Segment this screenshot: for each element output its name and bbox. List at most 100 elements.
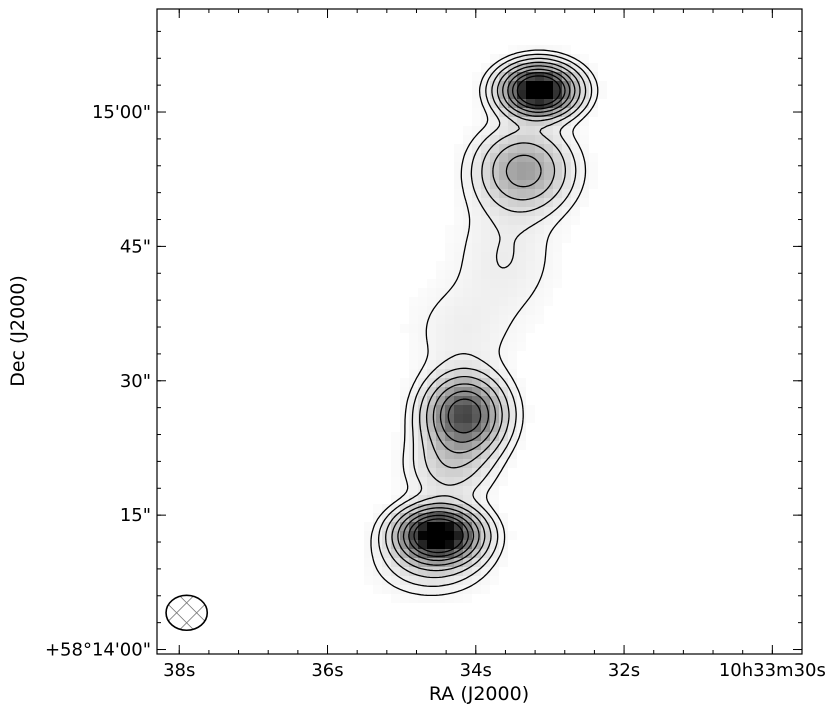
image-pixel [499, 252, 508, 261]
image-pixel [499, 216, 508, 225]
image-pixel [517, 225, 526, 234]
image-pixel [526, 297, 535, 306]
image-pixel [472, 144, 481, 153]
image-pixel [508, 405, 517, 414]
plot-frame [156, 8, 803, 655]
image-pixel [517, 54, 526, 63]
image-pixel [526, 207, 535, 216]
image-pixel [562, 234, 571, 243]
image-pixel [463, 594, 472, 603]
image-pixel [508, 369, 517, 378]
image-pixel [544, 171, 553, 180]
image-pixel [517, 378, 526, 387]
image-pixel [472, 72, 481, 81]
image-pixel [544, 243, 553, 252]
image-pixel [382, 549, 391, 558]
image-pixel [535, 207, 544, 216]
image-pixel [481, 198, 490, 207]
image-pixel [436, 531, 445, 540]
image-pixel [445, 450, 454, 459]
image-pixel [454, 216, 463, 225]
image-pixel [562, 45, 571, 54]
image-pixel [508, 396, 517, 405]
image-pixel [571, 153, 580, 162]
image-pixel [391, 540, 400, 549]
image-pixel [499, 99, 508, 108]
image-pixel [472, 99, 481, 108]
image-pixel [589, 63, 598, 72]
image-pixel [526, 279, 535, 288]
image-pixel [490, 495, 499, 504]
image-pixel [508, 297, 517, 306]
image-pixel [391, 486, 400, 495]
image-pixel [526, 153, 535, 162]
image-pixel [562, 207, 571, 216]
image-pixel [463, 450, 472, 459]
x-tick-label: 10h33m30s [719, 660, 826, 681]
image-pixel [409, 297, 418, 306]
image-pixel [472, 387, 481, 396]
image-pixel [418, 585, 427, 594]
image-pixel [526, 144, 535, 153]
image-pixel [562, 144, 571, 153]
image-pixel [391, 495, 400, 504]
image-pixel [436, 486, 445, 495]
image-pixel [517, 234, 526, 243]
image-pixel [481, 450, 490, 459]
image-pixel [526, 117, 535, 126]
image-pixel [490, 558, 499, 567]
image-pixel [445, 576, 454, 585]
image-pixel [454, 486, 463, 495]
image-pixel [463, 153, 472, 162]
image-pixel [535, 63, 544, 72]
image-pixel [436, 567, 445, 576]
image-pixel [400, 486, 409, 495]
image-pixel [481, 522, 490, 531]
image-pixel [490, 504, 499, 513]
image-pixel [463, 351, 472, 360]
image-pixel [436, 468, 445, 477]
image-pixel [463, 432, 472, 441]
image-pixel [472, 378, 481, 387]
image-pixel [508, 279, 517, 288]
image-pixel [382, 567, 391, 576]
image-pixel [490, 198, 499, 207]
image-pixel [562, 81, 571, 90]
image-pixel [472, 531, 481, 540]
image-pixel [562, 153, 571, 162]
image-pixel [436, 504, 445, 513]
image-pixel [409, 351, 418, 360]
image-pixel [364, 522, 373, 531]
image-pixel [508, 63, 517, 72]
image-pixel [580, 99, 589, 108]
image-pixel [382, 531, 391, 540]
image-pixel [571, 81, 580, 90]
image-pixel [553, 180, 562, 189]
image-pixel [490, 450, 499, 459]
image-pixel [454, 333, 463, 342]
image-pixel [499, 234, 508, 243]
image-pixel [481, 477, 490, 486]
image-pixel [400, 567, 409, 576]
image-pixel [454, 450, 463, 459]
image-pixel [463, 513, 472, 522]
image-pixel [499, 261, 508, 270]
image-pixel [481, 243, 490, 252]
y-tick-label: +58°14'00" [45, 640, 151, 661]
image-pixel [535, 126, 544, 135]
image-pixel [526, 261, 535, 270]
image-pixel [418, 360, 427, 369]
image-pixel [553, 270, 562, 279]
image-pixel [472, 450, 481, 459]
image-pixel [400, 459, 409, 468]
image-pixel [508, 360, 517, 369]
image-pixel [472, 315, 481, 324]
image-pixel [490, 135, 499, 144]
image-pixel [571, 117, 580, 126]
image-pixel [445, 477, 454, 486]
image-pixel [418, 468, 427, 477]
image-pixel [436, 279, 445, 288]
image-pixel [472, 495, 481, 504]
image-pixel [418, 450, 427, 459]
image-pixel [544, 162, 553, 171]
